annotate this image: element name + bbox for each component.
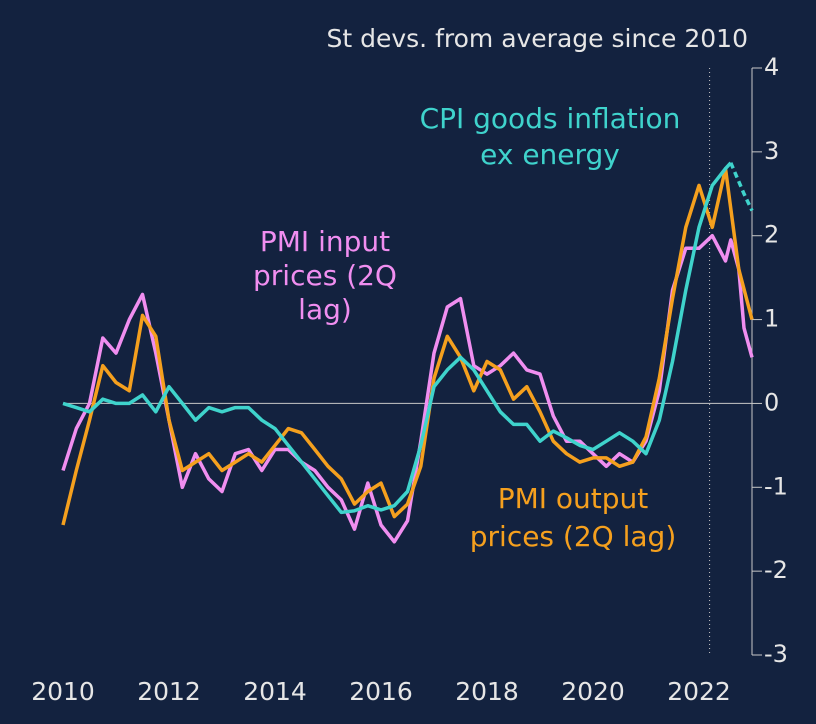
y-tick-label: -3 (764, 640, 788, 668)
series-line (61, 166, 754, 526)
y-tick-label: 1 (764, 305, 779, 333)
x-tick-label: 2016 (349, 677, 413, 706)
series-label: PMI output (498, 482, 649, 515)
y-tick-label: 0 (764, 388, 779, 416)
y-tick-label: 4 (764, 53, 779, 81)
series-line (729, 162, 754, 212)
y-tick-label: -1 (764, 472, 788, 500)
x-tick-label: 2012 (137, 677, 201, 706)
y-tick-label: -2 (764, 556, 788, 584)
series-label: prices (2Q (253, 259, 397, 292)
x-tick-label: 2010 (31, 677, 95, 706)
series-label: PMI input (260, 225, 390, 258)
series-label: ex energy (480, 138, 620, 171)
chart-title: St devs. from average since 2010 (326, 24, 748, 53)
x-tick-label: 2022 (667, 677, 731, 706)
x-tick-label: 2014 (243, 677, 307, 706)
series-label: CPI goods inflation (420, 102, 681, 135)
x-tick-label: 2018 (455, 677, 519, 706)
x-tick-label: 2020 (561, 677, 625, 706)
y-tick-label: 3 (764, 137, 779, 165)
series-label: lag) (298, 293, 352, 326)
series-line (62, 161, 733, 515)
y-tick-label: 2 (764, 221, 779, 249)
series-label: prices (2Q lag) (470, 520, 677, 553)
